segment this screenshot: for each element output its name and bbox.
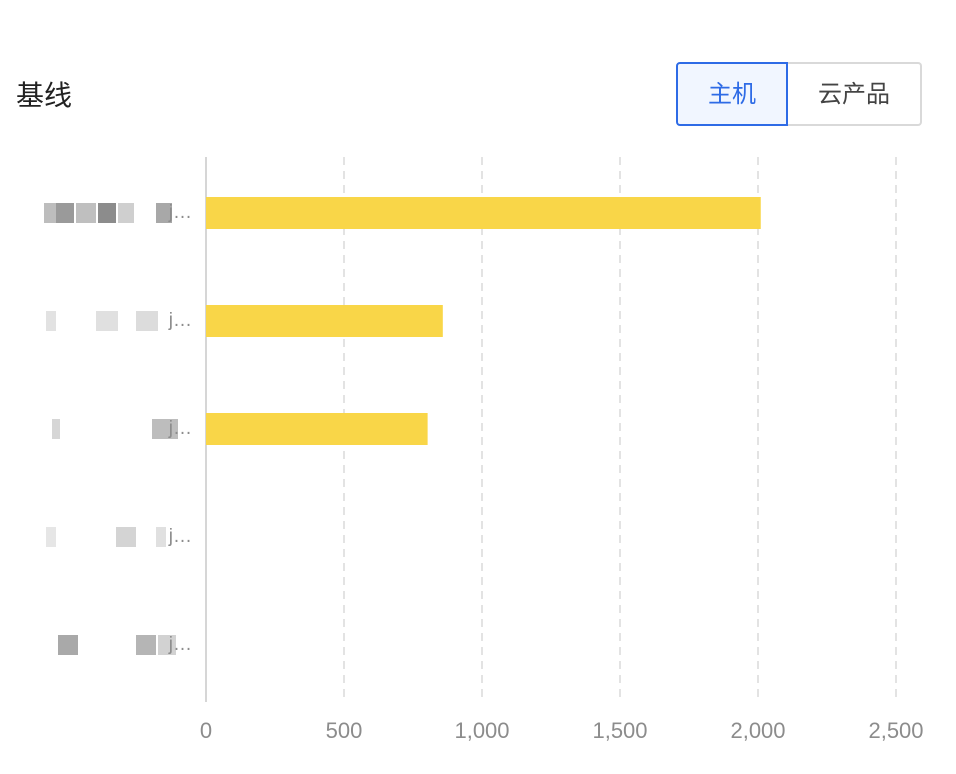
redacted-text-block (118, 203, 134, 223)
redacted-text-block (96, 311, 118, 331)
cloud-product-tab-button[interactable]: 云产品 (788, 62, 922, 126)
panel-title: 基线 (16, 79, 73, 112)
redacted-text-block (156, 203, 172, 223)
category-label-text: j… (168, 310, 192, 331)
x-axis-tick-labels: 0 500 1,000 1,500 2,000 2,500 (200, 718, 924, 743)
bar[interactable] (206, 413, 428, 445)
category-label: j… (40, 306, 192, 336)
category-label-text: j… (168, 418, 192, 439)
x-tick-label: 500 (326, 718, 363, 743)
redacted-text-block (152, 419, 178, 439)
redacted-text-block (56, 203, 74, 223)
asset-type-toggle: 主机 云产品 (676, 62, 922, 126)
x-tick-label: 0 (200, 718, 212, 743)
bars (206, 197, 761, 445)
redacted-text-block (98, 203, 116, 223)
category-label: j… (40, 522, 192, 552)
category-label: j… (40, 630, 192, 660)
x-tick-label: 1,500 (592, 718, 647, 743)
x-tick-label: 2,500 (868, 718, 923, 743)
redacted-text-block (58, 635, 78, 655)
redacted-text-block (136, 311, 158, 331)
redacted-text-block (46, 311, 56, 331)
redacted-text-block (52, 419, 60, 439)
redacted-text-block (44, 203, 56, 223)
category-label-text: j… (168, 634, 192, 655)
x-tick-label: 2,000 (730, 718, 785, 743)
category-label-text: j… (168, 526, 192, 547)
redacted-text-block (76, 203, 96, 223)
bar[interactable] (206, 197, 761, 229)
grid-lines (205, 157, 897, 702)
host-tab-button[interactable]: 主机 (676, 62, 788, 126)
redacted-text-block (116, 527, 136, 547)
redacted-text-block (158, 635, 176, 655)
category-label-text: j… (168, 202, 192, 223)
redacted-text-block (136, 635, 156, 655)
x-tick-label: 1,000 (454, 718, 509, 743)
redacted-text-block (156, 527, 166, 547)
redacted-text-block (46, 527, 56, 547)
bar[interactable] (206, 305, 443, 337)
category-label: j… (40, 414, 192, 444)
category-label: j… (40, 198, 192, 228)
